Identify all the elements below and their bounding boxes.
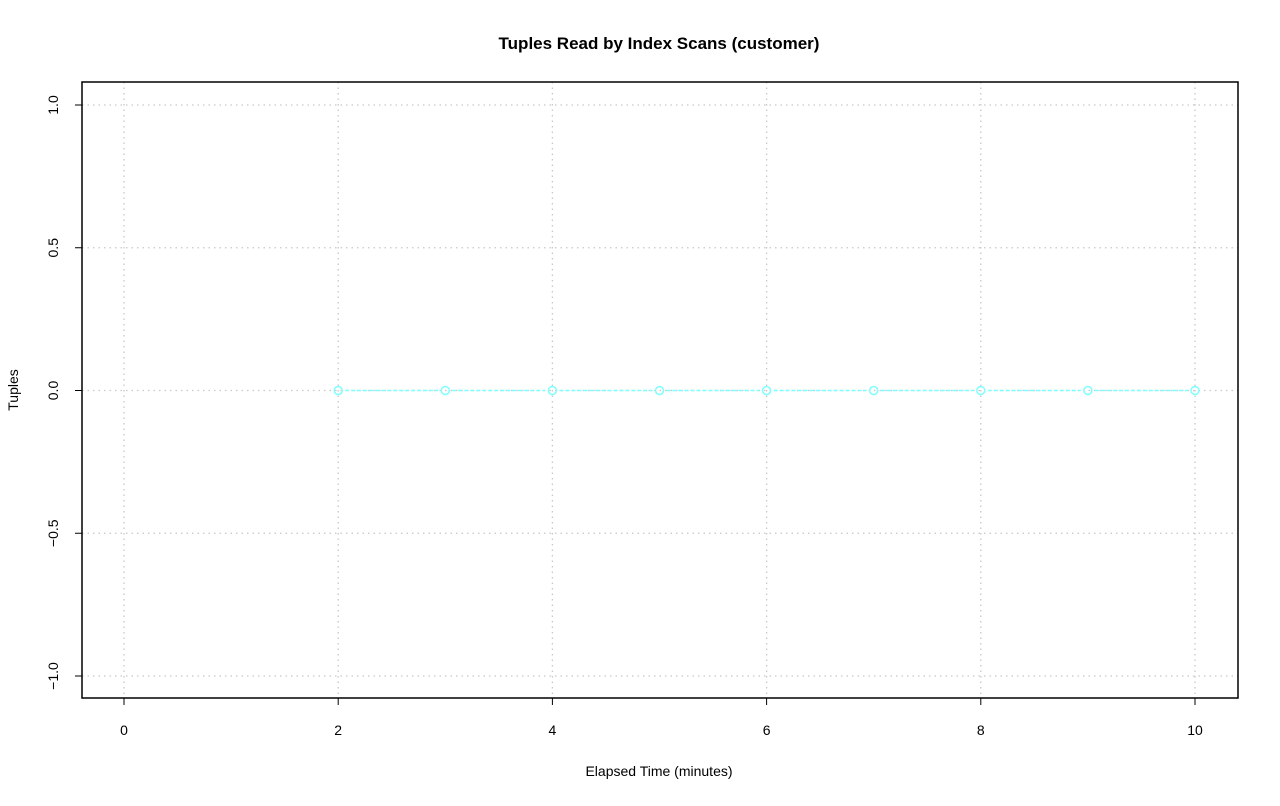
- plot-frame: [81, 81, 1239, 699]
- data-point: [547, 385, 558, 396]
- x-axis-label: Elapsed Time (minutes): [585, 763, 732, 779]
- y-tick-label: 1.0: [45, 95, 61, 115]
- data-point: [1190, 385, 1200, 396]
- x-tick-label: 0: [120, 722, 128, 738]
- x-tick-label: 4: [549, 722, 557, 738]
- data-point: [761, 385, 772, 396]
- data-point: [333, 385, 343, 396]
- x-tick-label: 8: [977, 722, 985, 738]
- y-tick-label: 0.5: [45, 238, 61, 258]
- data-point: [976, 385, 986, 396]
- data-point: [1083, 385, 1093, 396]
- y-axis-label: Tuples: [5, 369, 21, 411]
- y-tick-label: −0.5: [45, 519, 61, 547]
- chart-title: Tuples Read by Index Scans (customer): [499, 34, 820, 53]
- data-point: [440, 385, 451, 396]
- gridlines: [82, 82, 1238, 698]
- data-series: [333, 385, 1200, 396]
- x-tick-label: 6: [763, 722, 771, 738]
- axis-ticks: 0 2 4 6 8 10 −1.0 −0.5 0.0 0.5 1.0: [45, 95, 1203, 738]
- data-point: [654, 385, 665, 396]
- x-tick-label: 10: [1187, 722, 1203, 738]
- x-tick-label: 2: [334, 722, 342, 738]
- data-point: [868, 385, 879, 396]
- y-tick-label: −1.0: [45, 662, 61, 690]
- y-tick-label: 0.0: [45, 381, 61, 401]
